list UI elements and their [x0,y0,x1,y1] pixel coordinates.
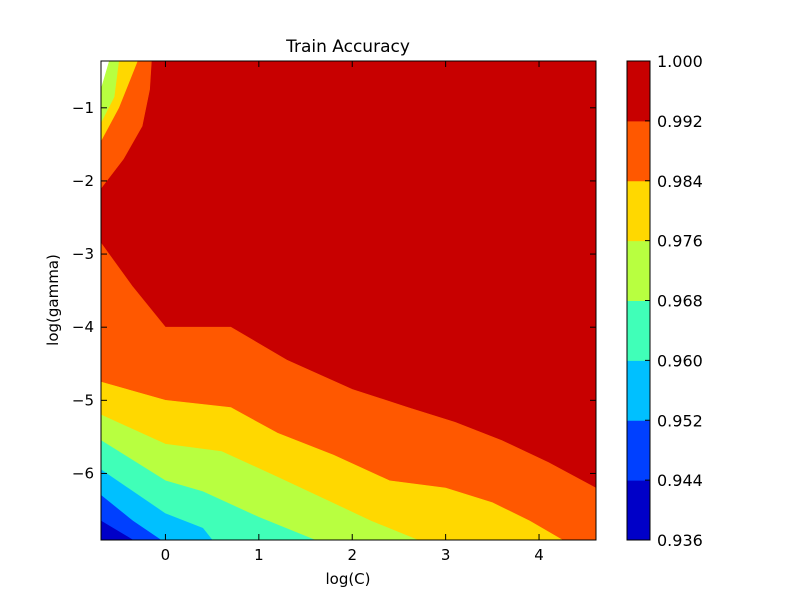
plot-frame [100,60,597,541]
colorbar-segment-0.936-0.944 [627,480,650,541]
y-tick-label: −1 [72,99,94,117]
x-tick-label: 1 [254,546,264,564]
colorbar-tick-label: 0.944 [657,471,703,490]
y-tick-label: −2 [72,172,94,190]
colorbar: 0.936 0.944 0.952 0.960 0.968 0.976 0.984 0.992… [626,52,703,550]
contour-bands [101,61,596,540]
contour-band-0.936-0.944 [101,520,134,540]
x-tick-label: 0 [161,546,171,564]
y-tick-label: −3 [72,245,94,263]
colorbar-tick-label: 0.952 [657,411,703,430]
colorbar-segment-0.968-0.976 [627,240,650,301]
x-tick-label: 2 [347,546,357,564]
colorbar-tick-label: 1.000 [657,52,703,71]
y-axis: −1 −2 −3 −4 −5 −6 [72,99,596,482]
colorbar-tick-label: 0.992 [657,112,703,131]
contour-band-0.944-0.952 [101,495,162,540]
colorbar-tick-label: 0.984 [657,172,703,191]
y-axis-label: log(gamma) [44,254,62,346]
x-tick-label: 3 [441,546,451,564]
y-tick-label: −4 [72,318,94,336]
x-axis-label: log(C) [325,570,370,588]
x-tick-label: 4 [534,546,544,564]
contour-plot-area [100,60,597,541]
colorbar-tick-label: 0.936 [657,531,703,550]
colorbar-tick-label: 0.976 [657,232,703,251]
colorbar-segment-0.992-1 [627,61,650,122]
x-axis: 0 1 2 3 4 [161,61,544,564]
colorbar-tick-label: 0.968 [657,292,703,311]
colorbar-segment-0.96-0.968 [627,300,650,361]
y-tick-label: −5 [72,391,94,409]
colorbar-segment-0.984-0.992 [627,120,650,182]
y-tick-label: −6 [72,464,94,482]
chart-title: Train Accuracy [285,37,410,57]
colorbar-tick-label: 0.960 [657,351,703,370]
colorbar-segment-0.976-0.984 [627,180,650,242]
colorbar-segment-0.944-0.952 [627,420,650,481]
colorbar-segment-0.952-0.96 [627,360,650,421]
